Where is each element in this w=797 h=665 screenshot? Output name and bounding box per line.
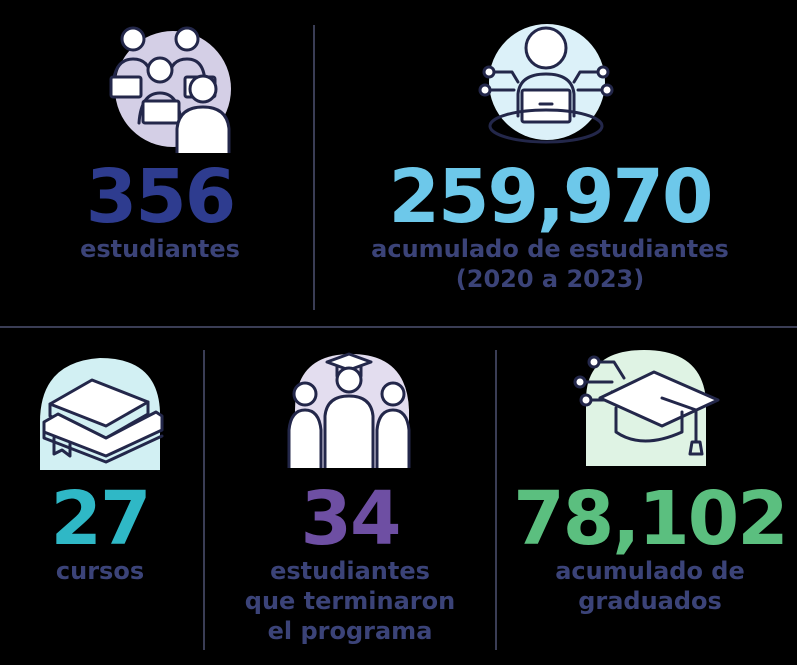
stat-completed: 34 estudiantes que terminaron el program… bbox=[215, 482, 485, 646]
stat-graduates: 78,102 acumulado de graduados bbox=[510, 482, 790, 616]
stat-courses: 27 cursos bbox=[0, 482, 200, 586]
courses-value: 27 bbox=[50, 476, 152, 562]
cumulative-students-label-line1: acumulado de estudiantes bbox=[371, 235, 729, 263]
students-label: estudiantes bbox=[80, 235, 240, 263]
completed-label-line3: el programa bbox=[267, 617, 433, 645]
stat-cumulative-students: 259,970 acumulado de estudiantes (2020 a… bbox=[330, 160, 770, 294]
person-laptop-network-icon bbox=[478, 24, 614, 144]
vertical-divider-top bbox=[313, 25, 315, 310]
graduates-label-line2: graduados bbox=[578, 587, 722, 615]
books-stack-icon bbox=[40, 358, 164, 470]
completed-label-line2: que terminaron bbox=[244, 587, 456, 615]
graduates-value: 78,102 bbox=[513, 476, 789, 562]
vertical-divider-bottom-right bbox=[495, 350, 497, 650]
completed-value: 34 bbox=[300, 476, 402, 562]
courses-label: cursos bbox=[55, 557, 145, 585]
graduate-group-icon bbox=[287, 352, 411, 468]
graduation-cap-network-icon bbox=[573, 350, 720, 466]
cumulative-students-label-line2: (2020 a 2023) bbox=[455, 265, 645, 293]
vertical-divider-bottom-left bbox=[203, 350, 205, 650]
graduates-label-line1: acumulado de bbox=[555, 557, 745, 585]
completed-label-line1: estudiantes bbox=[270, 557, 430, 585]
horizontal-divider bbox=[0, 326, 797, 328]
cumulative-students-value: 259,970 bbox=[388, 154, 713, 240]
students-laptops-icon bbox=[109, 26, 231, 153]
students-value: 356 bbox=[85, 154, 236, 240]
stat-students: 356 estudiantes bbox=[40, 160, 280, 264]
